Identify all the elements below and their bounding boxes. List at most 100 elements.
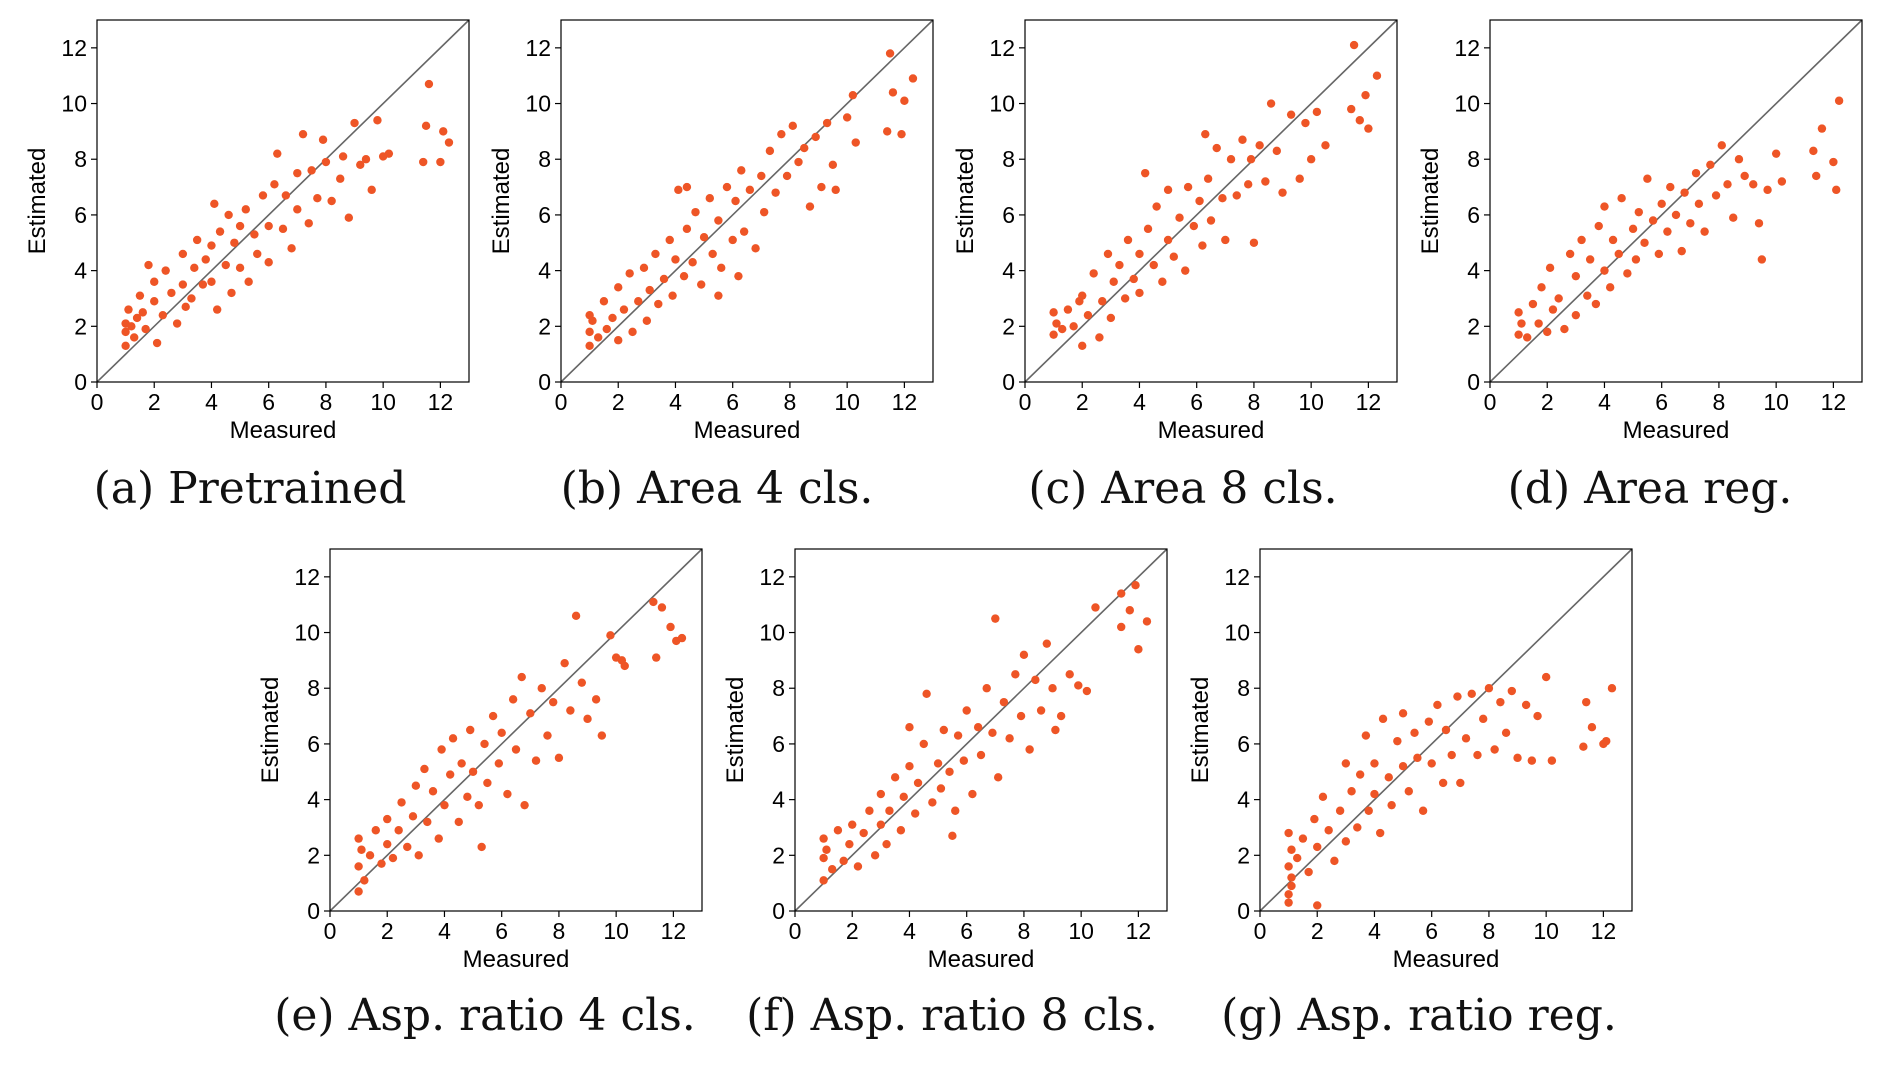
x-tick-label: 4 <box>669 389 682 415</box>
data-point <box>1507 686 1517 696</box>
data-point <box>1304 867 1313 877</box>
data-point <box>253 249 262 259</box>
data-point <box>819 853 828 863</box>
x-tick-label: 4 <box>1133 389 1146 415</box>
data-point <box>1355 116 1365 125</box>
data-point <box>1031 675 1040 685</box>
data-point <box>258 191 268 200</box>
data-point <box>1201 129 1210 139</box>
data-point <box>373 116 382 125</box>
data-point <box>321 157 331 167</box>
data-point <box>682 182 692 192</box>
data-point <box>377 859 386 868</box>
data-point <box>1298 834 1308 843</box>
data-point <box>354 862 363 871</box>
data-point <box>1284 890 1293 899</box>
data-point <box>848 90 858 100</box>
data-point <box>851 138 860 147</box>
x-tick-label: 6 <box>1655 389 1668 415</box>
data-point <box>1583 291 1592 300</box>
y-tick-label: 2 <box>772 842 785 868</box>
data-point <box>1095 333 1104 342</box>
subfigure-caption: (b) Area 4 cls. <box>561 463 874 514</box>
data-point <box>1418 806 1428 815</box>
data-point <box>526 709 535 718</box>
y-tick-label: 12 <box>525 35 551 61</box>
data-point <box>1287 881 1296 891</box>
subfigure-caption: (g) Asp. ratio reg. <box>1221 990 1617 1041</box>
data-point <box>1571 310 1581 320</box>
data-point <box>1361 90 1370 100</box>
data-point <box>1052 319 1061 328</box>
data-point <box>822 845 831 854</box>
plot-frame <box>329 548 703 912</box>
data-point <box>577 678 587 687</box>
data-point <box>350 118 359 128</box>
y-tick-label: 10 <box>759 620 785 646</box>
data-point <box>953 731 963 740</box>
data-point <box>731 196 740 206</box>
x-tick-label: 10 <box>603 918 629 944</box>
data-point <box>414 851 423 860</box>
data-point <box>900 96 909 105</box>
data-point <box>488 711 498 721</box>
data-point <box>751 244 760 253</box>
data-point <box>1534 319 1543 328</box>
data-point <box>397 798 406 807</box>
y-tick-label: 10 <box>525 91 551 117</box>
data-point <box>1372 71 1382 80</box>
data-point <box>668 291 677 300</box>
data-point <box>853 862 863 871</box>
data-point <box>1175 213 1184 222</box>
data-point <box>1657 199 1666 208</box>
data-point <box>1378 714 1388 724</box>
data-point <box>1817 124 1827 133</box>
data-point <box>187 294 196 303</box>
data-point <box>365 851 375 860</box>
data-point <box>771 188 780 197</box>
y-tick-label: 10 <box>1454 91 1480 117</box>
y-tick-label: 6 <box>538 202 551 228</box>
data-point <box>1255 141 1264 150</box>
y-axis-label: Estimated <box>722 677 749 784</box>
data-point <box>244 277 253 286</box>
data-point <box>1036 706 1046 715</box>
data-point <box>354 834 363 843</box>
x-tick-label: 12 <box>1591 918 1617 944</box>
data-point <box>1310 814 1319 824</box>
data-point <box>1370 789 1379 799</box>
data-point <box>805 202 815 211</box>
y-tick-label: 0 <box>1237 898 1250 924</box>
x-tick-label: 10 <box>370 389 396 415</box>
data-point <box>888 88 898 97</box>
data-point <box>1261 177 1270 186</box>
data-point <box>922 689 931 698</box>
data-point <box>1286 110 1296 119</box>
data-point <box>1347 787 1356 796</box>
data-point <box>1278 188 1287 197</box>
data-point <box>1117 589 1126 598</box>
y-tick-label: 6 <box>74 202 87 228</box>
identity-line <box>329 548 703 912</box>
data-point <box>235 263 245 273</box>
x-tick-label: 2 <box>1076 389 1089 415</box>
data-point <box>215 227 225 236</box>
data-point <box>619 305 629 314</box>
data-point <box>1341 759 1351 768</box>
data-point <box>298 129 308 139</box>
data-point <box>1287 873 1296 882</box>
y-tick-label: 4 <box>1237 787 1250 813</box>
data-point <box>511 745 521 754</box>
data-point <box>1078 291 1087 300</box>
data-point <box>445 770 455 779</box>
data-point <box>1335 806 1345 815</box>
data-point <box>933 759 943 768</box>
data-point <box>121 327 130 337</box>
data-point <box>910 809 920 818</box>
y-tick-label: 2 <box>74 313 87 339</box>
data-point <box>1749 180 1758 189</box>
data-point <box>1091 603 1100 612</box>
y-tick-label: 6 <box>772 731 785 757</box>
data-point <box>885 49 895 58</box>
data-point <box>794 157 803 167</box>
